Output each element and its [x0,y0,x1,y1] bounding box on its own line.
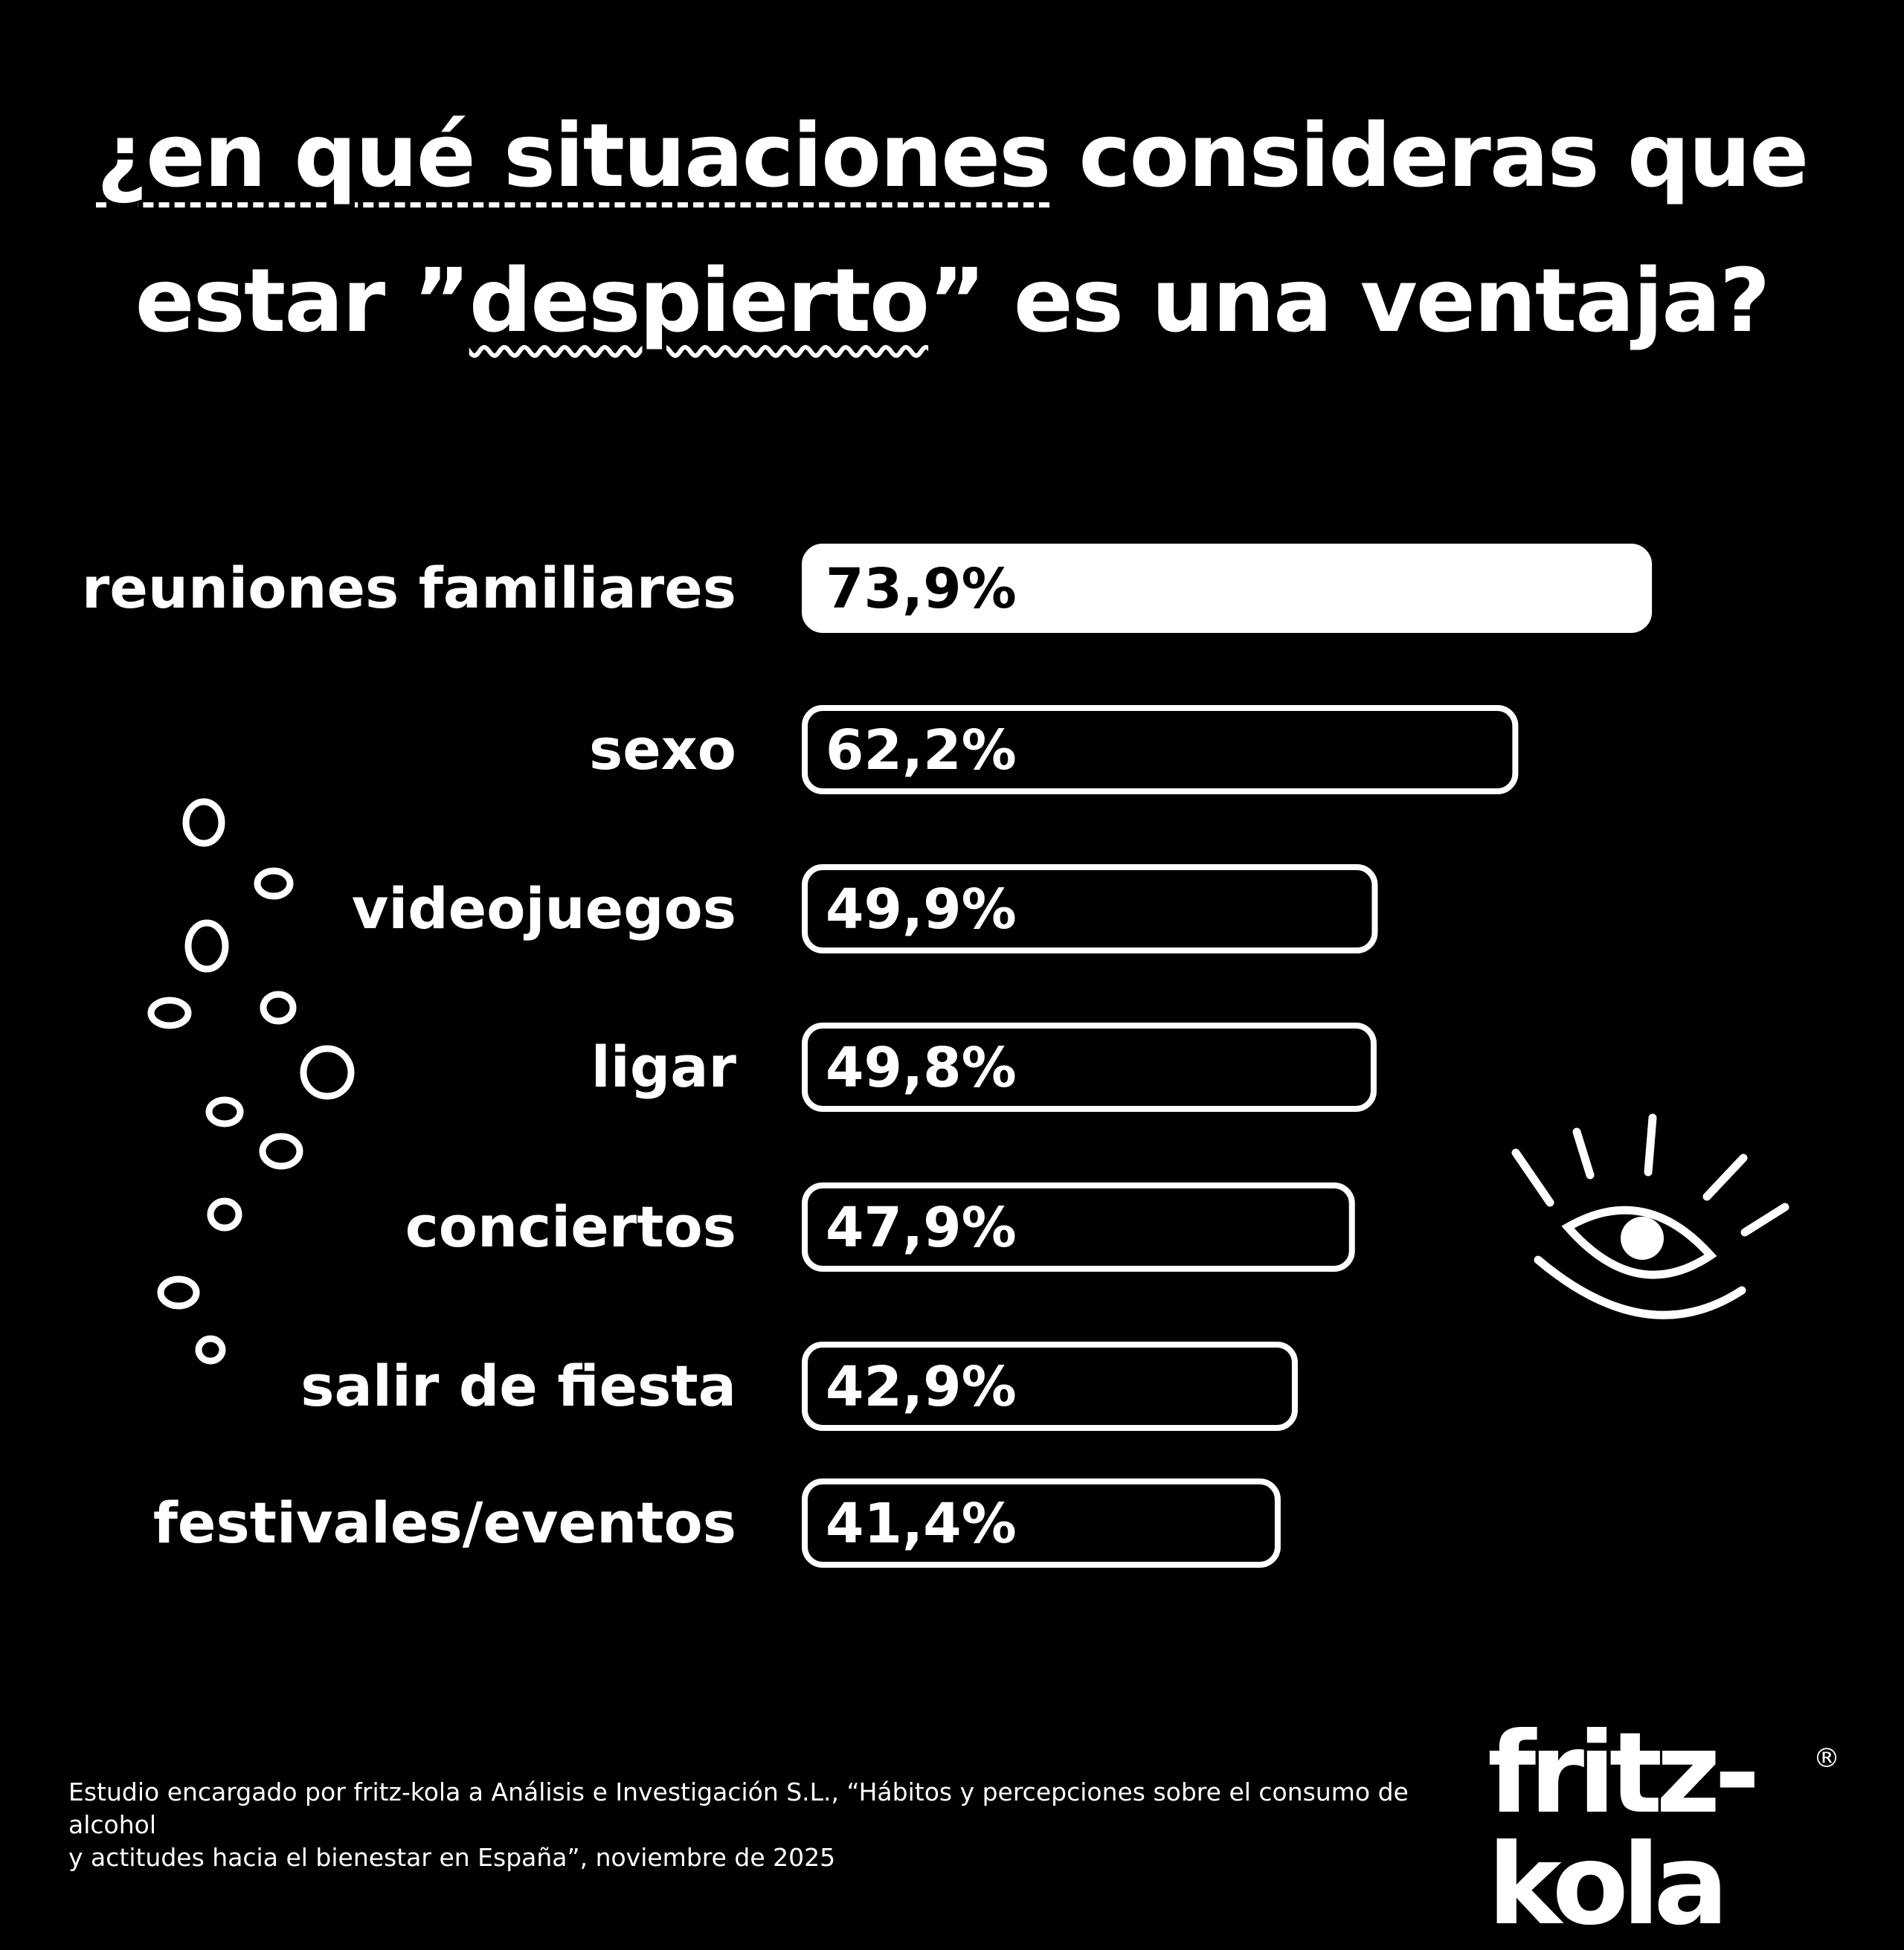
title-highlight-dashed: ¿en qué situaciones [96,104,1052,207]
bar-2 [802,864,1378,953]
bar-5 [802,1342,1298,1431]
bar-4 [802,1182,1355,1272]
category-label-1: sexo [589,716,736,782]
title-line-1: ¿en qué situaciones consideras que [0,112,1904,199]
bar-group: 73,9% reuniones familiares 62,2% sexo 49,9% v… [82,544,1653,1568]
title-line-1-rest: consideras que [1049,104,1809,207]
bar-1 [802,705,1519,794]
eye-icon [1511,1113,1789,1319]
category-label-4: conciertos [405,1194,736,1260]
category-label-5: salir de fiesta [300,1353,736,1419]
brand-logo: fritz-kola [1488,1709,1760,1950]
bar-6 [802,1478,1281,1568]
value-label-6: 41,4% [826,1492,1017,1556]
value-label-1: 62,2% [826,718,1017,782]
category-label-0: reuniones familiares [82,555,736,621]
title-line-2: estar ”despierto” es una ventaja? [0,257,1904,344]
footnote-line-2: y actitudes hacia el bienestar en España… [68,1842,836,1872]
bar-0 [802,544,1653,633]
bubbles-icon [147,798,355,1365]
source-footnote: Estudio encargado por fritz-kola a Análi… [68,1776,1467,1874]
value-label-5: 42,9% [826,1355,1017,1419]
bar-chart: 73,9% reuniones familiares 62,2% sexo 49,9% v… [82,544,1789,1568]
category-label-3: ligar [591,1034,737,1100]
title-line-2-end: ” es una ventaja? [928,249,1770,352]
value-label-3: 49,8% [826,1036,1017,1100]
category-label-2: videojuegos [352,875,736,942]
title-line-2-start: estar ” [135,249,471,352]
category-label-6: festivales/eventos [153,1490,736,1556]
title-highlight-wavy: despierto [469,249,930,352]
bar-3 [802,1023,1377,1112]
value-label-2: 49,9% [826,878,1017,942]
value-label-0: 73,9% [826,557,1017,621]
registered-mark: ® [1813,1743,1840,1774]
footnote-line-1: Estudio encargado por fritz-kola a Análi… [68,1777,1409,1839]
value-label-4: 47,9% [826,1196,1017,1260]
